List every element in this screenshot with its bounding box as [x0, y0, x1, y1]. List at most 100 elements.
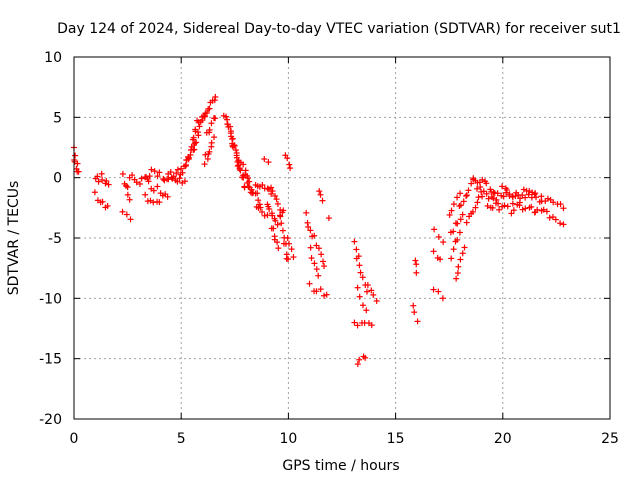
data-point [138, 175, 145, 182]
data-point [474, 199, 481, 206]
data-point [519, 206, 526, 213]
data-point [456, 229, 463, 236]
data-point [151, 168, 158, 175]
data-point [512, 192, 519, 199]
data-point [446, 211, 453, 218]
data-point [363, 307, 370, 314]
data-point [208, 120, 215, 127]
data-point [265, 159, 272, 166]
data-point [509, 200, 516, 207]
data-point [237, 167, 244, 174]
data-point [244, 175, 251, 182]
data-point [364, 282, 371, 289]
data-point [499, 183, 506, 190]
data-point [212, 115, 219, 122]
data-point [430, 286, 437, 293]
data-point [450, 201, 457, 208]
data-point [190, 134, 197, 141]
data-point [368, 287, 375, 294]
data-point [285, 256, 292, 263]
data-point [169, 175, 176, 182]
data-point [311, 232, 318, 239]
data-point [413, 261, 420, 268]
data-point [439, 295, 446, 302]
data-point [193, 139, 200, 146]
data-point [461, 244, 468, 251]
data-point [206, 126, 213, 133]
data-point [504, 203, 511, 210]
data-point [270, 225, 277, 232]
data-point [483, 180, 490, 187]
data-point [182, 162, 189, 169]
x-tick-label: 20 [494, 431, 512, 447]
data-point [287, 165, 294, 172]
data-point [143, 173, 150, 180]
data-point [490, 195, 497, 202]
data-point [256, 201, 263, 208]
data-point [319, 197, 326, 204]
data-point [450, 246, 457, 253]
data-point [311, 260, 318, 267]
data-point [288, 246, 295, 253]
data-point [227, 130, 234, 137]
data-point [437, 256, 444, 263]
data-point [272, 217, 279, 224]
data-point [351, 319, 358, 326]
data-point [195, 129, 202, 136]
y-tick-label: -5 [48, 231, 62, 247]
data-point [91, 189, 98, 196]
data-point [410, 302, 417, 309]
data-point [496, 206, 503, 213]
data-point [500, 193, 507, 200]
data-point [259, 182, 266, 189]
y-tick-label: 5 [53, 110, 62, 126]
data-point [290, 254, 297, 261]
data-point [245, 183, 252, 190]
data-point [356, 262, 363, 269]
data-point [269, 188, 276, 195]
grid-lines [74, 57, 610, 419]
data-point [232, 147, 239, 154]
data-point [484, 202, 491, 209]
data-point [201, 161, 208, 168]
data-point [503, 186, 510, 193]
data-point [266, 205, 273, 212]
data-point [176, 175, 183, 182]
data-point [501, 202, 508, 209]
data-point [459, 250, 466, 257]
data-point [526, 188, 533, 195]
data-point [227, 123, 234, 130]
data-point [191, 146, 198, 153]
data-point [105, 181, 112, 188]
data-point [191, 140, 198, 147]
data-point [257, 204, 264, 211]
data-point [286, 161, 293, 168]
data-point [494, 190, 501, 197]
data-point [192, 126, 199, 133]
data-point [164, 193, 171, 200]
data-point [532, 190, 539, 197]
data-point [133, 179, 140, 186]
data-point [304, 219, 311, 226]
data-point [274, 200, 281, 207]
data-point [359, 302, 366, 309]
data-point [286, 240, 293, 247]
data-point [129, 172, 136, 179]
data-point [368, 322, 375, 329]
data-point [206, 105, 213, 112]
data-point [212, 93, 219, 100]
data-point [450, 228, 457, 235]
data-point [448, 255, 455, 262]
data-point [124, 184, 131, 191]
data-point [174, 166, 181, 173]
y-axis-label: SDTVAR / TECUs [6, 181, 22, 296]
data-point [477, 184, 484, 191]
data-point [201, 113, 208, 120]
data-point [274, 221, 281, 228]
data-point [142, 191, 149, 198]
data-point [99, 176, 106, 183]
data-point [306, 280, 313, 287]
data-point [463, 192, 470, 199]
data-point [136, 180, 143, 187]
